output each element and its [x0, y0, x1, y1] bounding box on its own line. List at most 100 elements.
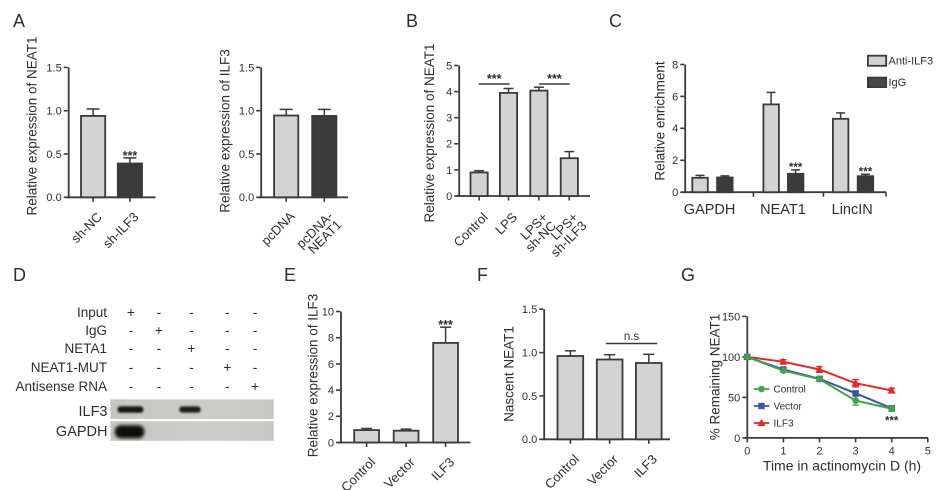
svg-text:4: 4: [446, 87, 452, 99]
svg-text:1: 1: [780, 446, 786, 458]
svg-text:-: -: [156, 304, 161, 320]
svg-text:D: D: [13, 265, 26, 285]
svg-text:pcDNA: pcDNA: [258, 208, 298, 248]
svg-text:-: -: [129, 359, 134, 375]
svg-text:10: 10: [322, 306, 334, 318]
svg-text:C: C: [609, 11, 622, 31]
svg-text:-: -: [253, 340, 258, 356]
svg-text:3: 3: [446, 113, 452, 125]
svg-text:Relative expression of ILF3: Relative expression of ILF3: [218, 49, 233, 213]
svg-text:Input: Input: [77, 305, 107, 320]
svg-text:Vector: Vector: [584, 451, 621, 488]
svg-text:***: ***: [859, 167, 873, 179]
svg-text:***: ***: [487, 72, 502, 86]
svg-text:***: ***: [547, 72, 562, 86]
svg-text:0: 0: [744, 446, 750, 458]
svg-text:0.5: 0.5: [239, 149, 254, 161]
svg-text:ILF3: ILF3: [428, 455, 457, 484]
svg-text:1.5: 1.5: [522, 304, 537, 316]
svg-text:NEAT1-MUT: NEAT1-MUT: [31, 360, 107, 375]
svg-text:E: E: [284, 265, 296, 285]
svg-text:A: A: [13, 11, 25, 31]
svg-text:IgG: IgG: [889, 77, 907, 89]
svg-text:B: B: [406, 11, 418, 31]
svg-text:-: -: [129, 340, 134, 356]
svg-text:LincIN: LincIN: [832, 202, 873, 218]
svg-text:4: 4: [328, 385, 334, 397]
svg-text:0.0: 0.0: [239, 192, 254, 204]
svg-text:-: -: [156, 340, 161, 356]
svg-text:-: -: [253, 322, 258, 338]
svg-text:Relative expression of NEAT1: Relative expression of NEAT1: [422, 43, 437, 222]
svg-text:Time in actinomycin D (h): Time in actinomycin D (h): [763, 458, 921, 474]
svg-text:+: +: [155, 322, 163, 338]
svg-text:IgG: IgG: [85, 323, 107, 338]
svg-text:Relative enrichment: Relative enrichment: [653, 61, 668, 181]
svg-text:NEAT1: NEAT1: [760, 202, 806, 218]
svg-text:8: 8: [672, 59, 678, 71]
svg-text:GAPDH: GAPDH: [684, 202, 736, 218]
svg-text:G: G: [681, 265, 695, 285]
svg-text:5: 5: [925, 446, 931, 458]
svg-text:***: ***: [438, 318, 453, 332]
svg-text:3: 3: [853, 446, 859, 458]
svg-text:50: 50: [728, 392, 740, 404]
svg-text:NETA1: NETA1: [64, 341, 107, 356]
svg-text:% Remaining NEAT1: % Remaining NEAT1: [708, 314, 723, 441]
svg-text:-: -: [225, 340, 230, 356]
svg-text:0: 0: [328, 437, 334, 449]
svg-text:-: -: [225, 322, 230, 338]
svg-text:0: 0: [446, 191, 452, 203]
svg-text:Control: Control: [338, 454, 378, 490]
svg-text:Nascent NEAT1: Nascent NEAT1: [502, 326, 517, 422]
svg-text:Control: Control: [542, 451, 582, 490]
svg-text:-: -: [156, 359, 161, 375]
svg-text:2: 2: [816, 446, 822, 458]
svg-text:***: ***: [123, 149, 138, 163]
svg-text:sh-ILF3: sh-ILF3: [100, 209, 142, 251]
svg-text:LPS: LPS: [492, 209, 520, 237]
svg-text:0.0: 0.0: [46, 192, 61, 204]
svg-text:pcDNA-NEAT1: pcDNA-NEAT1: [293, 209, 344, 260]
svg-text:+: +: [223, 359, 231, 375]
svg-text:1.0: 1.0: [46, 106, 61, 118]
svg-text:ILF3: ILF3: [774, 419, 794, 430]
svg-text:0: 0: [672, 187, 678, 199]
svg-text:-: -: [189, 359, 194, 375]
svg-text:GAPDH: GAPDH: [56, 424, 108, 440]
svg-text:Vector: Vector: [774, 402, 803, 413]
svg-text:1.0: 1.0: [522, 348, 537, 360]
svg-text:Anti-ILF3: Anti-ILF3: [889, 56, 934, 68]
svg-text:-: -: [189, 304, 194, 320]
svg-text:F: F: [477, 265, 488, 285]
svg-text:1.0: 1.0: [239, 106, 254, 118]
svg-text:Antisense RNA: Antisense RNA: [15, 379, 107, 394]
svg-text:6: 6: [672, 91, 678, 103]
svg-text:-: -: [189, 378, 194, 394]
svg-text:2: 2: [672, 155, 678, 167]
svg-text:Control: Control: [774, 385, 806, 396]
svg-text:100: 100: [722, 352, 740, 364]
svg-text:n.s: n.s: [624, 331, 640, 343]
svg-text:-: -: [156, 378, 161, 394]
svg-text:+: +: [251, 378, 259, 394]
svg-text:5: 5: [446, 60, 452, 72]
svg-text:6: 6: [328, 359, 334, 371]
svg-text:Relative expression of NEAT1: Relative expression of NEAT1: [25, 36, 40, 215]
svg-text:Vector: Vector: [381, 454, 418, 490]
svg-text:***: ***: [885, 416, 899, 428]
svg-text:0.0: 0.0: [522, 434, 537, 446]
svg-text:2: 2: [328, 411, 334, 423]
svg-text:0.5: 0.5: [46, 149, 61, 161]
svg-text:-: -: [253, 304, 258, 320]
svg-text:+: +: [127, 304, 135, 320]
svg-text:Control: Control: [450, 209, 490, 249]
svg-text:2: 2: [446, 139, 452, 151]
svg-text:1.5: 1.5: [239, 62, 254, 74]
svg-text:4: 4: [672, 123, 678, 135]
svg-text:8: 8: [328, 333, 334, 345]
svg-text:+: +: [187, 340, 195, 356]
svg-text:1.5: 1.5: [46, 62, 61, 74]
svg-text:-: -: [129, 322, 134, 338]
svg-text:0.5: 0.5: [522, 391, 537, 403]
